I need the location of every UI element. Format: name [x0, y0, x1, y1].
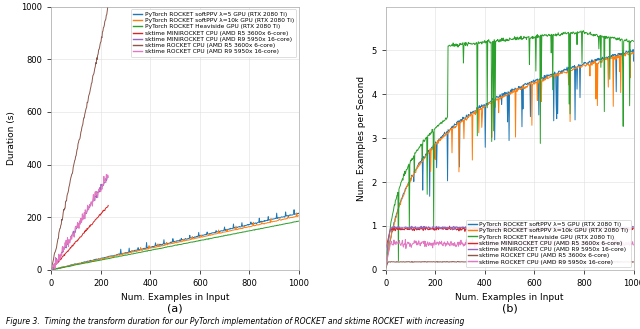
Y-axis label: Duration (s): Duration (s)	[6, 111, 15, 165]
Text: (b): (b)	[502, 304, 518, 314]
Legend: PyTorch ROCKET softPPV λ=5 GPU (RTX 2080 Ti), PyTorch ROCKET softPPV λ=10k GPU (: PyTorch ROCKET softPPV λ=5 GPU (RTX 2080…	[466, 220, 630, 267]
Text: Figure 3.  Timing the transform duration for our PyTorch implementation of ROCKE: Figure 3. Timing the transform duration …	[6, 317, 465, 326]
Y-axis label: Num. Examples per Second: Num. Examples per Second	[357, 76, 366, 201]
Text: (a): (a)	[167, 304, 183, 314]
Legend: PyTorch ROCKET softPPV λ=5 GPU (RTX 2080 Ti), PyTorch ROCKET softPPV λ=10k GPU (: PyTorch ROCKET softPPV λ=5 GPU (RTX 2080…	[131, 10, 296, 57]
X-axis label: Num. Examples in Input: Num. Examples in Input	[456, 293, 564, 302]
X-axis label: Num. Examples in Input: Num. Examples in Input	[121, 293, 229, 302]
